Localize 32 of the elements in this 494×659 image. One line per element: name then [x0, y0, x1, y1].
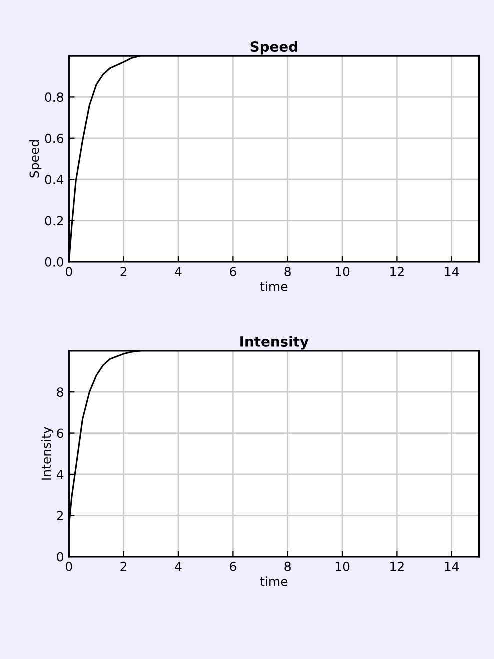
- y-tick-label: 2: [57, 511, 64, 520]
- x-tick-label: 14: [445, 267, 460, 276]
- x-tick-label: 10: [336, 267, 350, 276]
- x-tick-label: 2: [120, 267, 127, 276]
- y-tick-label: 0.4: [45, 175, 64, 185]
- y-tick-label: 0.0: [45, 257, 64, 267]
- x-tick-label: 12: [390, 562, 404, 572]
- y-axis-title: Speed: [30, 140, 42, 178]
- chart-title: Intensity: [240, 336, 309, 350]
- x-tick-label: 14: [445, 562, 460, 572]
- x-axis-title: time: [260, 282, 288, 292]
- y-tick-label: 6: [57, 428, 64, 438]
- x-tick-label: 8: [284, 267, 291, 276]
- chart-title: Speed: [250, 41, 298, 55]
- x-tick-label: 4: [175, 267, 182, 276]
- x-axis-title: time: [260, 576, 288, 586]
- x-tick-label: 4: [175, 562, 182, 572]
- x-tick-label: 6: [230, 562, 236, 572]
- x-tick-label: 10: [336, 562, 350, 572]
- y-tick-label: 0.6: [45, 134, 64, 144]
- y-tick-label: 0.2: [45, 216, 64, 226]
- x-tick-label: 8: [284, 562, 291, 572]
- x-tick-label: 0: [66, 562, 72, 572]
- y-tick-label: 0.8: [45, 92, 64, 102]
- y-axis-title: Intensity: [41, 427, 54, 480]
- y-tick-label: 8: [57, 388, 64, 398]
- x-tick-label: 2: [120, 562, 127, 572]
- x-tick-label: 6: [230, 267, 236, 276]
- x-tick-label: 12: [390, 267, 404, 276]
- y-tick-label: 0: [57, 552, 64, 562]
- x-tick-label: 0: [66, 267, 72, 276]
- y-tick-label: 4: [56, 470, 64, 480]
